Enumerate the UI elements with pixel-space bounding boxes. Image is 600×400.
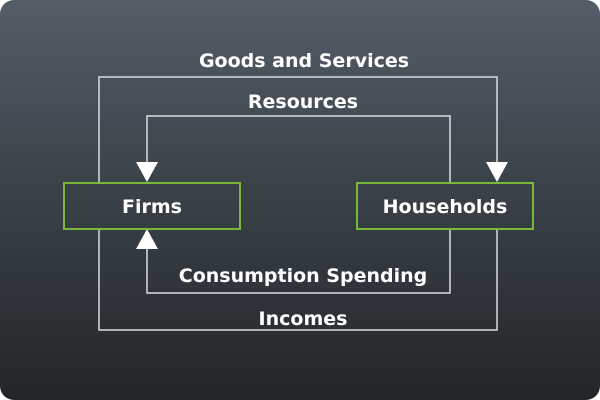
households-node [356, 182, 534, 230]
incomes-flow-line [98, 229, 498, 331]
resources-label: Resources [248, 91, 358, 113]
goods-services-label: Goods and Services [199, 50, 409, 72]
resources-arrowhead [136, 162, 158, 182]
resources-flow-line [146, 115, 451, 183]
consumption-spending-flow-line [146, 229, 451, 294]
firms-node [63, 182, 241, 230]
households-label: Households [383, 196, 508, 218]
firms-label: Firms [122, 196, 182, 218]
incomes-label: Incomes [259, 308, 348, 330]
consumption-spending-arrowhead [136, 229, 158, 249]
goods-services-flow-line [98, 76, 498, 183]
consumption-spending-label: Consumption Spending [179, 265, 427, 287]
goods-services-arrowhead [486, 162, 508, 182]
